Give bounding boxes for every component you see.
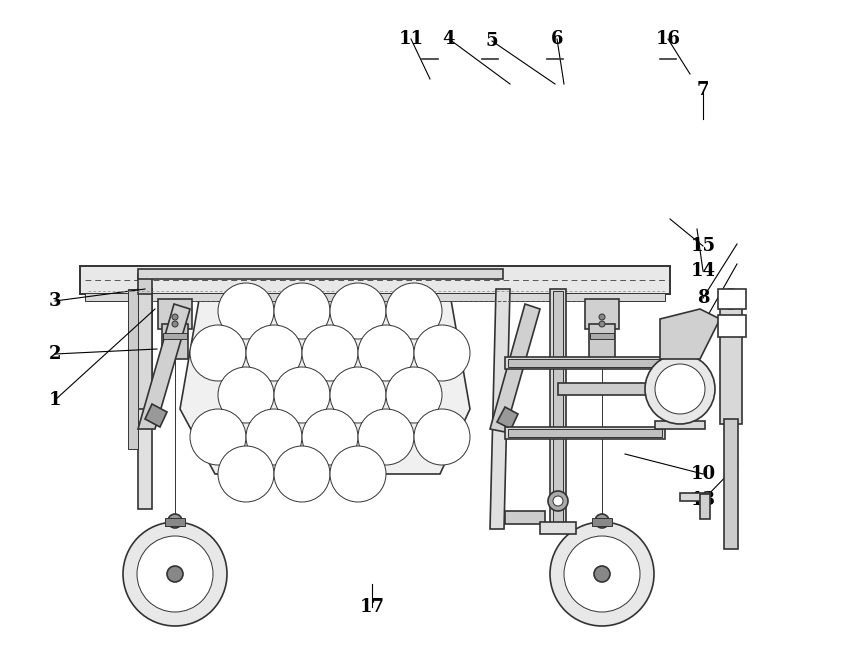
Circle shape [302, 409, 358, 465]
Bar [505, 427, 665, 439]
Bar [138, 269, 503, 279]
Circle shape [218, 446, 274, 502]
Circle shape [167, 566, 183, 582]
Circle shape [172, 314, 178, 320]
Bar [540, 522, 576, 534]
Circle shape [274, 283, 330, 339]
Bar [85, 293, 665, 301]
Circle shape [358, 325, 414, 381]
Polygon shape [660, 309, 720, 359]
Text: 16: 16 [656, 30, 681, 48]
Bar [700, 494, 710, 519]
Circle shape [218, 283, 274, 339]
Circle shape [645, 354, 715, 424]
Polygon shape [505, 511, 545, 524]
Bar [163, 333, 187, 339]
Bar [553, 291, 563, 527]
Bar [558, 383, 680, 395]
Text: 15: 15 [691, 237, 716, 255]
Text: 1: 1 [49, 391, 62, 409]
Bar [138, 289, 152, 509]
Bar [718, 289, 746, 309]
Polygon shape [497, 407, 518, 429]
Circle shape [358, 409, 414, 465]
Text: 14: 14 [691, 262, 716, 280]
Text: 10: 10 [691, 465, 716, 483]
Circle shape [564, 536, 640, 612]
Bar [718, 315, 746, 337]
Circle shape [594, 566, 610, 582]
Text: 13: 13 [691, 491, 716, 509]
Circle shape [414, 409, 470, 465]
Bar [508, 359, 662, 367]
Text: 6: 6 [550, 30, 563, 48]
Circle shape [330, 367, 386, 423]
Bar [590, 333, 614, 339]
Circle shape [414, 325, 470, 381]
Bar [724, 419, 738, 549]
Text: 17: 17 [360, 598, 384, 616]
Text: 4: 4 [443, 30, 455, 48]
Bar [162, 324, 188, 359]
Bar [138, 274, 152, 294]
Circle shape [386, 283, 442, 339]
Circle shape [190, 325, 246, 381]
Circle shape [190, 409, 246, 465]
Circle shape [655, 364, 705, 414]
Circle shape [386, 367, 442, 423]
Circle shape [330, 283, 386, 339]
Text: 3: 3 [49, 292, 62, 310]
Bar [720, 304, 742, 424]
Circle shape [168, 514, 182, 528]
Bar [128, 289, 138, 449]
Circle shape [246, 409, 302, 465]
Bar [680, 493, 710, 501]
Circle shape [599, 314, 605, 320]
Polygon shape [145, 404, 167, 427]
Polygon shape [138, 289, 152, 409]
Circle shape [548, 491, 568, 511]
Circle shape [274, 446, 330, 502]
Circle shape [302, 325, 358, 381]
Circle shape [553, 496, 563, 506]
Circle shape [172, 321, 178, 327]
Polygon shape [490, 289, 510, 529]
Bar [508, 429, 662, 437]
Circle shape [274, 367, 330, 423]
Bar [589, 324, 615, 359]
Circle shape [595, 514, 609, 528]
Circle shape [599, 321, 605, 327]
Text: 7: 7 [697, 81, 710, 99]
Bar [80, 266, 670, 294]
Text: 11: 11 [399, 30, 424, 48]
Circle shape [123, 522, 227, 626]
Bar [592, 518, 612, 526]
Text: 8: 8 [697, 289, 710, 307]
Bar [585, 299, 619, 329]
Bar [655, 421, 705, 429]
Text: 5: 5 [485, 32, 498, 50]
Bar [505, 357, 665, 369]
Bar [158, 299, 192, 329]
Circle shape [330, 446, 386, 502]
Bar [550, 289, 566, 529]
Bar [165, 518, 185, 526]
Text: 2: 2 [49, 345, 62, 363]
Circle shape [721, 289, 741, 309]
Circle shape [137, 536, 213, 612]
Polygon shape [490, 304, 540, 432]
Text: 9: 9 [697, 315, 710, 333]
Circle shape [218, 367, 274, 423]
Circle shape [550, 522, 654, 626]
Circle shape [246, 325, 302, 381]
Polygon shape [180, 294, 470, 474]
Polygon shape [138, 304, 190, 429]
